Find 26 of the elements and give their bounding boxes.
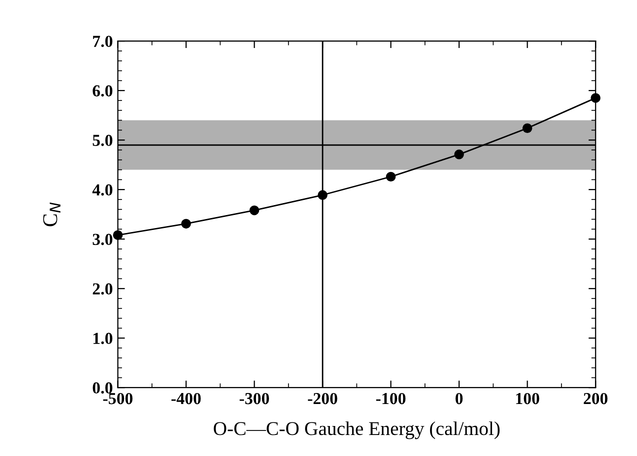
x-tick-label: 0 <box>456 392 463 404</box>
x-tick-label: -500 <box>103 392 132 404</box>
x-tick-label: -100 <box>376 392 406 404</box>
y-tick-label: 0.0 <box>92 382 112 394</box>
point <box>249 206 260 216</box>
x-tick-label: -200 <box>308 392 338 404</box>
point <box>522 123 532 134</box>
y-tick-label: 1.0 <box>93 332 112 344</box>
y-tick-label: 5.0 <box>92 134 112 146</box>
y-tick-label: 7.0 <box>93 36 112 48</box>
x-axis-title: O-C—C-O Gauche Energy (cal/mol) <box>214 421 500 440</box>
point <box>454 150 464 160</box>
point <box>318 190 328 200</box>
point <box>386 172 396 182</box>
y-tick-label: 4.0 <box>92 184 112 196</box>
x-tick-label: 200 <box>584 392 608 404</box>
y-axis-title: C$_{N}$ <box>43 202 60 226</box>
x-tick-label: 100 <box>516 392 540 404</box>
point <box>590 93 600 103</box>
y-tick-label: 6.0 <box>92 85 112 97</box>
x-tick-label: -300 <box>240 392 269 404</box>
y-tick-label: 3.0 <box>92 234 112 246</box>
point <box>112 230 123 240</box>
point <box>181 218 191 229</box>
y-tick-label: 2.0 <box>92 283 112 295</box>
x-tick-label: -400 <box>171 392 201 404</box>
